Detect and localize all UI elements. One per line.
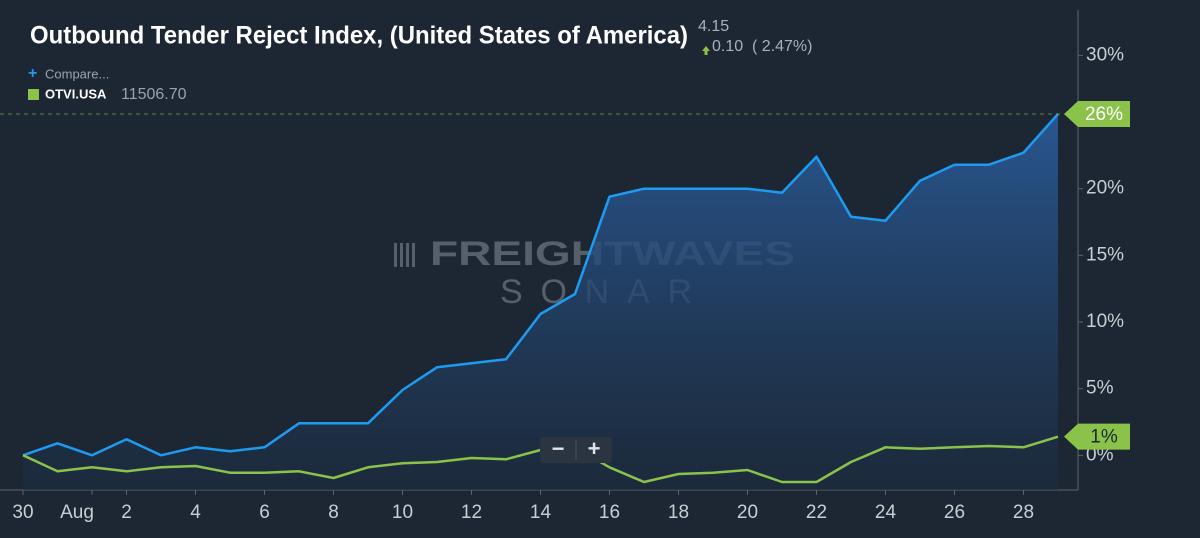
x-tick-label: 22 — [806, 502, 827, 523]
zoom-out[interactable]: − — [552, 436, 565, 461]
change: 0.10 — [712, 38, 743, 55]
zoom-controls: − + — [540, 436, 612, 463]
legend-swatch — [28, 89, 39, 100]
last-value-badge — [1064, 101, 1130, 127]
chart-title: Outbound Tender Reject Index, (United St… — [30, 22, 688, 50]
current-value: 4.15 — [698, 18, 729, 35]
y-tick-label: 20% — [1086, 178, 1124, 199]
up-arrow — [702, 46, 710, 55]
x-tick-label: 28 — [1013, 502, 1034, 523]
x-tick-label: 24 — [875, 502, 897, 523]
x-tick-label: 18 — [668, 502, 689, 523]
area — [23, 114, 1058, 490]
x-tick-label: Aug — [60, 502, 94, 523]
watermark-icon — [400, 243, 403, 267]
y-tick-label: 10% — [1086, 311, 1124, 332]
x-tick-label: 12 — [461, 502, 482, 523]
y-tick-label: 5% — [1086, 378, 1114, 399]
change-pct: ( 2.47%) — [752, 38, 812, 55]
x-tick-label: 8 — [328, 502, 339, 523]
legend-value: 11506.70 — [121, 86, 187, 103]
watermark-icon — [406, 243, 409, 267]
compare-link[interactable]: Compare... — [45, 66, 109, 81]
line — [22, 113, 1059, 457]
x-tick-label: 10 — [392, 502, 413, 523]
legend-entry: OTVI.USA — [45, 86, 107, 101]
last-value-label: 26% — [1085, 104, 1123, 125]
last-value-badge — [1064, 423, 1130, 450]
x-tick-label: 4 — [190, 502, 201, 523]
y-tick-label: 15% — [1086, 244, 1124, 265]
y-tick-label: 30% — [1086, 44, 1124, 65]
x-tick-label: 30 — [12, 502, 33, 523]
watermark-icon — [412, 243, 415, 267]
x-tick-label: 14 — [530, 502, 552, 523]
x-tick-label: 20 — [737, 502, 758, 523]
x-tick-label: 16 — [599, 502, 620, 523]
compare-plus[interactable]: + — [28, 65, 37, 82]
x-tick-label: 26 — [944, 502, 965, 523]
x-tick-label: 2 — [121, 502, 132, 523]
watermark-icon — [394, 243, 397, 267]
x-tick-label: 6 — [259, 502, 270, 523]
zoom-in[interactable]: + — [588, 436, 601, 461]
last-value-label: 1% — [1090, 427, 1118, 448]
